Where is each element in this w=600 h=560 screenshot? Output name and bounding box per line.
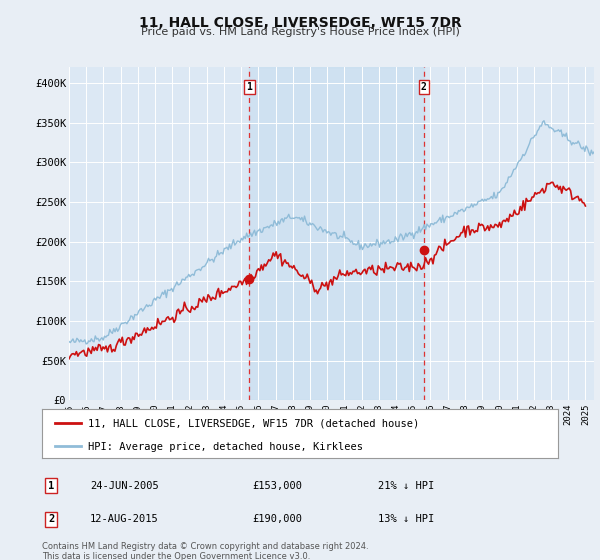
Text: 24-JUN-2005: 24-JUN-2005 [90, 480, 159, 491]
Bar [250, 67, 424, 400]
Text: 13% ↓ HPI: 13% ↓ HPI [378, 514, 434, 524]
Text: 12-AUG-2015: 12-AUG-2015 [90, 514, 159, 524]
Text: 11, HALL CLOSE, LIVERSEDGE, WF15 7DR (detached house): 11, HALL CLOSE, LIVERSEDGE, WF15 7DR (de… [88, 419, 419, 429]
Text: 1: 1 [247, 82, 253, 92]
Text: 21% ↓ HPI: 21% ↓ HPI [378, 480, 434, 491]
Text: Contains HM Land Registry data © Crown copyright and database right 2024.
This d: Contains HM Land Registry data © Crown c… [42, 542, 368, 560]
Text: £153,000: £153,000 [252, 480, 302, 491]
Text: 2: 2 [421, 82, 427, 92]
Text: £190,000: £190,000 [252, 514, 302, 524]
Text: 2: 2 [48, 514, 54, 524]
Text: 11, HALL CLOSE, LIVERSEDGE, WF15 7DR: 11, HALL CLOSE, LIVERSEDGE, WF15 7DR [139, 16, 461, 30]
Text: HPI: Average price, detached house, Kirklees: HPI: Average price, detached house, Kirk… [88, 442, 364, 452]
Text: 1: 1 [48, 480, 54, 491]
Text: Price paid vs. HM Land Registry's House Price Index (HPI): Price paid vs. HM Land Registry's House … [140, 27, 460, 37]
